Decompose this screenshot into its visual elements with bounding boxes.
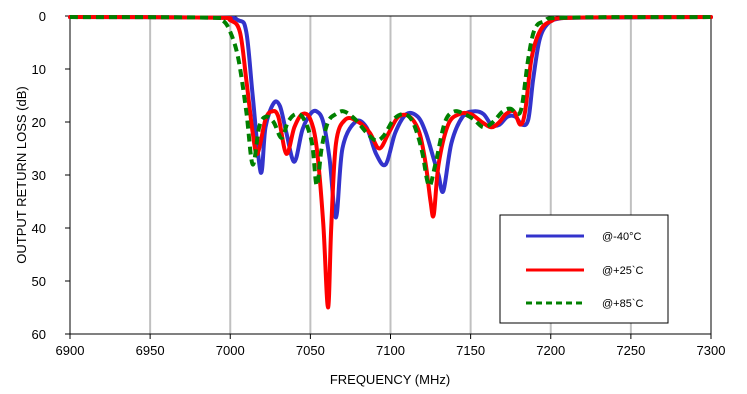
y-tick-label: 0 (39, 9, 46, 24)
x-tick-label: 7000 (216, 343, 245, 358)
x-tick-label: 7200 (536, 343, 565, 358)
y-tick-label: 20 (32, 115, 46, 130)
y-axis-label: OUTPUT RETURN LOSS (dB) (14, 86, 29, 263)
x-tick-label: 6950 (136, 343, 165, 358)
series-line-2 (69, 15, 712, 188)
x-tick-label: 7150 (456, 343, 485, 358)
grid (149, 16, 632, 334)
y-tick-label: 40 (32, 221, 46, 236)
y-tick-label: 50 (32, 274, 46, 289)
x-tick-label: 7300 (697, 343, 726, 358)
y-tick-label: 30 (32, 168, 46, 183)
legend-label-1: @+25`C (602, 265, 643, 277)
legend: @-40°C @+25`C @+85`C (499, 214, 669, 324)
x-tick-label: 7050 (296, 343, 325, 358)
x-tick-label: 7250 (616, 343, 645, 358)
legend-label-0: @-40°C (602, 231, 641, 243)
y-tick-label: 60 (32, 327, 46, 342)
x-axis-label: FREQUENCY (MHz) (330, 372, 450, 387)
x-tick-label: 6900 (56, 343, 85, 358)
y-tick-label: 10 (32, 62, 46, 77)
axis-ticks: 6900 6950 7000 7050 7100 7150 7200 7250 7300 0 10 2… (32, 9, 726, 358)
x-tick-label: 7100 (376, 343, 405, 358)
series-lines (68, 15, 713, 310)
legend-label-2: @+85`C (602, 298, 643, 310)
